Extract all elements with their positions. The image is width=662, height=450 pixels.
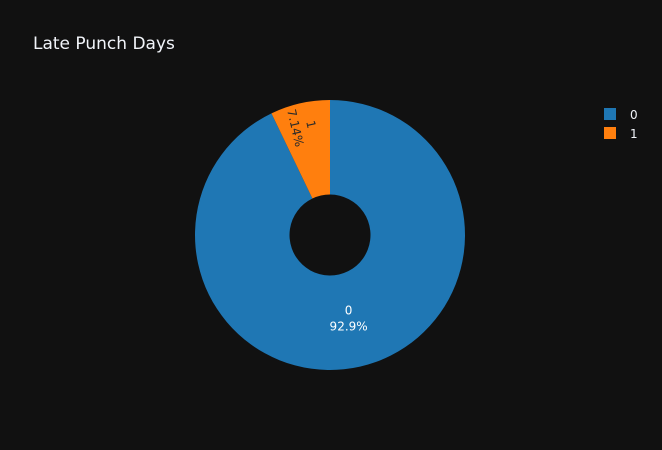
legend-label[interactable]: 1 [630, 127, 638, 141]
slice-name-label: 0 [345, 304, 353, 318]
slice-label-0: 0 92.9% [330, 304, 368, 334]
legend-swatch[interactable] [604, 127, 616, 139]
donut-slice-1[interactable] [271, 100, 330, 199]
slice-name-label: 1 [303, 119, 318, 130]
legend-label[interactable]: 0 [630, 108, 638, 122]
chart-title: Late Punch Days [33, 34, 175, 54]
slices-group [194, 100, 465, 370]
donut-slice-0[interactable] [194, 100, 465, 370]
legend-item-0[interactable]: 0 [604, 108, 638, 122]
legend-swatch[interactable] [604, 108, 616, 120]
legend-item-1[interactable]: 1 [604, 127, 638, 141]
legend[interactable]: 01 [604, 108, 638, 141]
slice-percent-label: 92.9% [330, 320, 368, 334]
